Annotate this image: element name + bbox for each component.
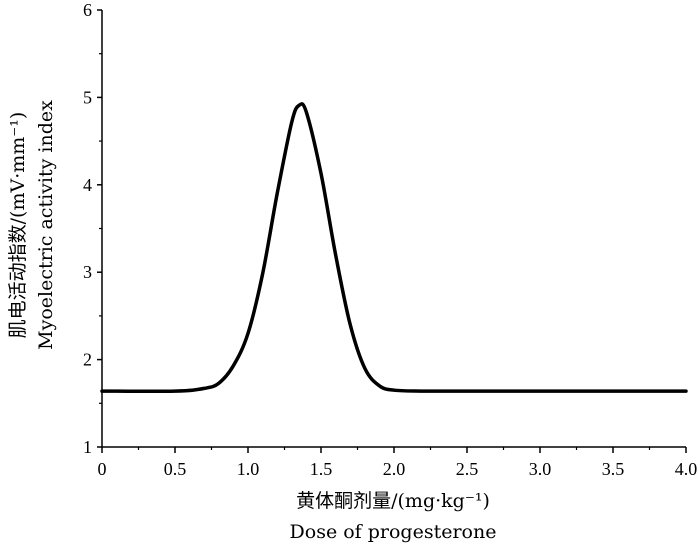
y-axis-title-cn: 肌电活动指数/(mV·mm⁻¹) (7, 112, 29, 339)
x-axis-title-cn: 黄体酮剂量/(mg·kg⁻¹) (296, 490, 490, 512)
y-axis-title-en: Myoelectric activity index (35, 100, 57, 350)
y-tick-label: 5 (83, 87, 92, 107)
x-axis-title-en: Dose of progesterone (290, 521, 497, 543)
y-tick-label: 4 (83, 175, 92, 195)
x-tick-label: 2.5 (456, 459, 479, 479)
x-tick-label: 0 (98, 459, 107, 479)
y-tick-label: 6 (83, 0, 92, 20)
y-axis-ticks: 1 2 3 4 5 6 (83, 0, 102, 457)
x-tick-label: 1.5 (310, 459, 333, 479)
y-tick-label: 1 (83, 437, 92, 457)
y-tick-label: 2 (83, 350, 92, 370)
x-tick-label: 1.0 (237, 459, 260, 479)
series-line (100, 102, 688, 394)
x-tick-label: 3.5 (602, 459, 625, 479)
x-tick-label: 4.0 (675, 459, 698, 479)
x-tick-label: 3.0 (529, 459, 552, 479)
y-tick-label: 3 (83, 262, 92, 282)
x-tick-label: 0.5 (164, 459, 187, 479)
x-axis-ticks: 0 0.5 1.0 1.5 2.0 2.5 3.0 3.5 4.0 (98, 447, 698, 479)
x-tick-label: 2.0 (383, 459, 406, 479)
axes (101, 10, 686, 448)
